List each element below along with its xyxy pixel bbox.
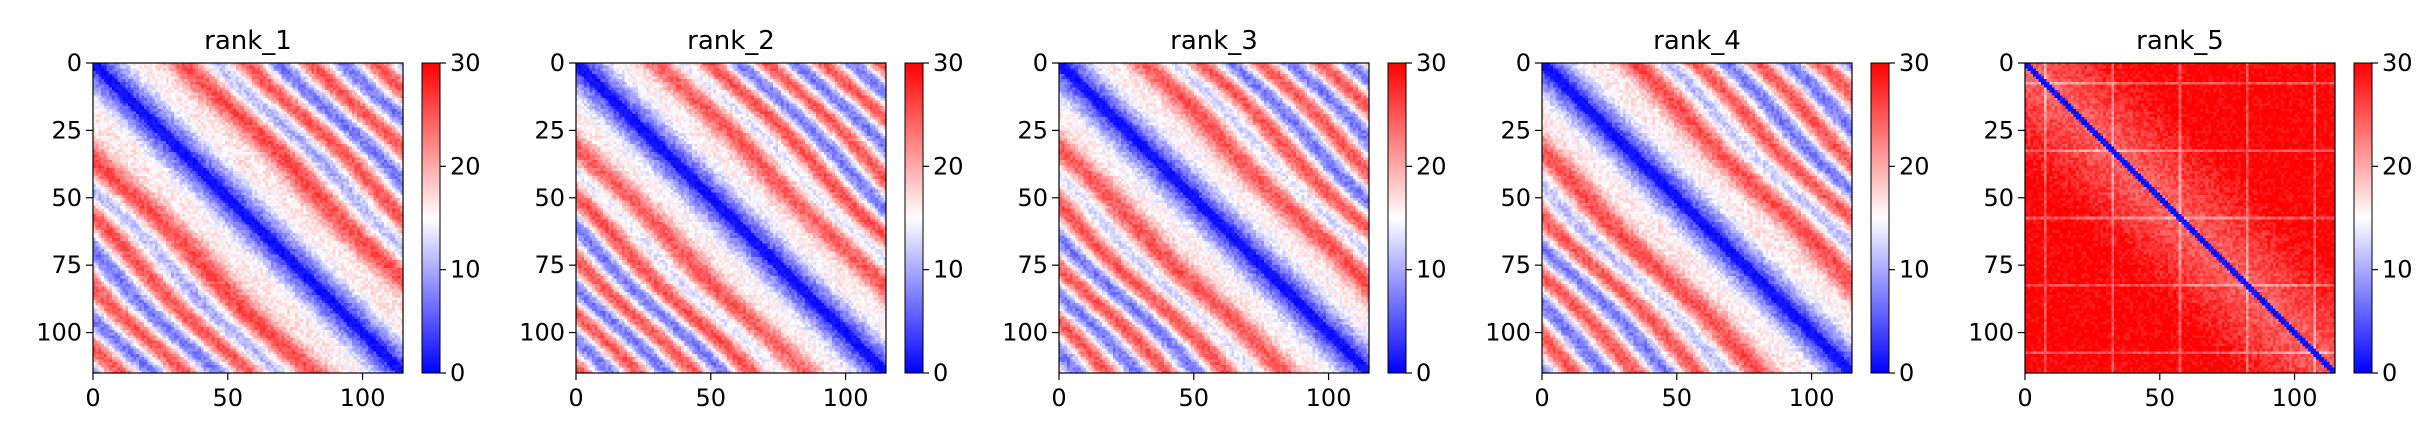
colorbar: [1870, 62, 1890, 374]
colorbar-tick-label: 10: [450, 256, 481, 284]
x-tick-label: 100: [2272, 384, 2318, 412]
colorbar-tick-label: 10: [2382, 256, 2413, 284]
colorbar-tick-label: 0: [1416, 359, 1431, 387]
x-tick-label: 100: [1306, 384, 1352, 412]
panel-title: rank_1: [204, 26, 292, 56]
y-tick-label: 25: [1500, 116, 1531, 144]
y-tick-label: 50: [1500, 184, 1531, 212]
y-tick-label: 25: [1017, 116, 1048, 144]
x-tick-label: 50: [213, 384, 244, 412]
y-tick-label: 50: [1983, 184, 2014, 212]
colorbar-tick-label: 30: [1899, 49, 1930, 77]
y-tick-label: 75: [534, 251, 565, 279]
x-tick-label: 100: [823, 384, 869, 412]
y-tick-label: 75: [51, 251, 82, 279]
heatmap-image: [1059, 63, 1369, 373]
panel-title: rank_2: [687, 26, 775, 56]
y-tick-label: 0: [1999, 49, 2014, 77]
colorbar-tick-label: 30: [933, 49, 964, 77]
heatmap-image: [1542, 63, 1852, 373]
y-tick-label: 100: [1968, 319, 2014, 347]
colorbar-tick-label: 20: [450, 152, 481, 180]
colorbar: [2353, 62, 2373, 374]
x-tick-label: 100: [340, 384, 386, 412]
colorbar-tick-label: 20: [1899, 152, 1930, 180]
y-tick-label: 100: [36, 319, 82, 347]
x-tick-label: 0: [1534, 384, 1549, 412]
x-tick-label: 100: [1789, 384, 1835, 412]
panel-1: rank_1 0 50 100 0 25 50 75 100 0 10 20 30: [36, 26, 480, 412]
y-tick-label: 50: [534, 184, 565, 212]
colorbar-tick-label: 30: [2382, 49, 2413, 77]
heatmap-image: [576, 63, 886, 373]
colorbar-tick-label: 30: [1416, 49, 1447, 77]
colorbar-tick-label: 10: [933, 256, 964, 284]
y-tick-label: 0: [1516, 49, 1531, 77]
axes-frame: [575, 62, 887, 374]
axes-frame: [1058, 62, 1370, 374]
panel-4: rank_4 0 50 100 0 25 50 75 100 0 10 20 30: [1485, 26, 1929, 412]
y-tick-label: 100: [1002, 319, 1048, 347]
colorbar-tick-label: 0: [450, 359, 465, 387]
x-tick-label: 50: [696, 384, 727, 412]
y-tick-label: 100: [1485, 319, 1531, 347]
x-tick-label: 0: [568, 384, 583, 412]
colorbar-tick-label: 0: [1899, 359, 1914, 387]
y-tick-label: 25: [534, 116, 565, 144]
y-tick-label: 75: [1500, 251, 1531, 279]
panel-title: rank_4: [1653, 26, 1741, 56]
colorbar: [904, 62, 924, 374]
y-tick-label: 25: [51, 116, 82, 144]
panel-title: rank_5: [2136, 26, 2224, 56]
heatmap-image: [93, 63, 403, 373]
y-tick-label: 0: [1033, 49, 1048, 77]
colorbar-tick-label: 0: [933, 359, 948, 387]
colorbar-tick-label: 20: [2382, 152, 2413, 180]
y-tick-label: 75: [1983, 251, 2014, 279]
x-tick-label: 0: [85, 384, 100, 412]
colorbar-tick-label: 10: [1899, 256, 1930, 284]
panel-title: rank_3: [1170, 26, 1258, 56]
colorbar: [421, 62, 441, 374]
axes-frame: [2024, 62, 2336, 374]
colorbar-tick-label: 20: [1416, 152, 1447, 180]
panel-2: rank_2 0 50 100 0 25 50 75 100 0 10 20 30: [519, 26, 963, 412]
y-tick-label: 100: [519, 319, 565, 347]
x-tick-label: 50: [1662, 384, 1693, 412]
y-tick-label: 0: [67, 49, 82, 77]
y-tick-label: 50: [1017, 184, 1048, 212]
heatmap-image: [2025, 63, 2335, 373]
y-tick-label: 75: [1017, 251, 1048, 279]
panel-5: rank_5 0 50 100 0 25 50 75 100 0 10 20 30: [1968, 26, 2412, 412]
colorbar-tick-label: 10: [1416, 256, 1447, 284]
panel-3: rank_3 0 50 100 0 25 50 75 100 0 10 20 30: [1002, 26, 1446, 412]
colorbar: [1387, 62, 1407, 374]
y-tick-label: 25: [1983, 116, 2014, 144]
y-tick-label: 50: [51, 184, 82, 212]
x-tick-label: 0: [2017, 384, 2032, 412]
colorbar-tick-label: 0: [2382, 359, 2397, 387]
axes-frame: [92, 62, 404, 374]
y-tick-label: 0: [550, 49, 565, 77]
x-tick-label: 50: [2145, 384, 2176, 412]
axes-frame: [1541, 62, 1853, 374]
colorbar-tick-label: 20: [933, 152, 964, 180]
x-tick-label: 0: [1051, 384, 1066, 412]
x-tick-label: 50: [1179, 384, 1210, 412]
colorbar-tick-label: 30: [450, 49, 481, 77]
